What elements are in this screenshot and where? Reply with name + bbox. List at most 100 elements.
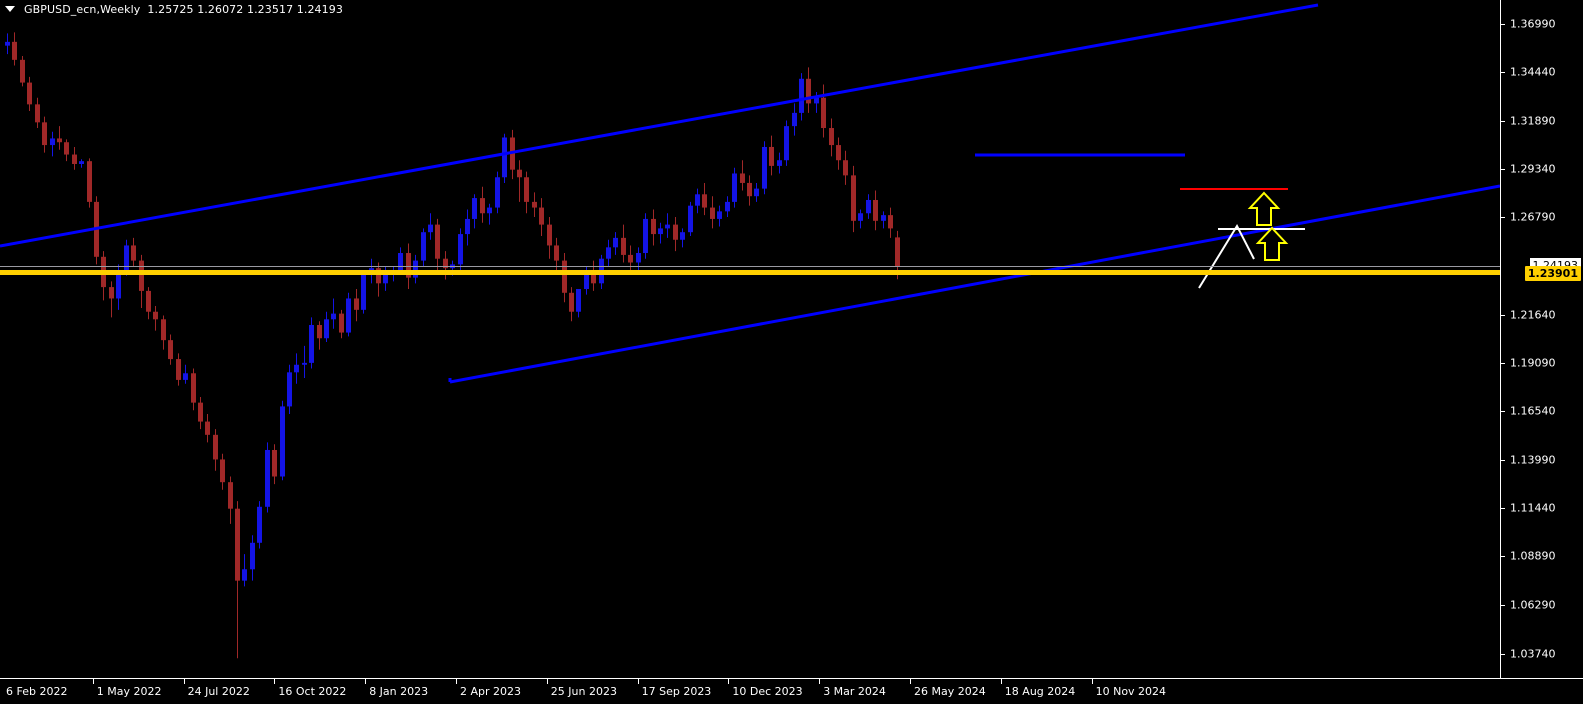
candle-body [250,542,255,570]
candle-body [895,237,900,267]
candle-body [643,218,648,254]
candle-body [702,194,707,208]
price-axis-tick [1501,120,1505,122]
candle-body [50,138,55,146]
symbol-timeframe-label: GBPUSD_ecn,Weekly [24,2,141,16]
time-axis-label: 25 Jun 2023 [550,685,617,698]
price-axis-label: 1.13990 [1510,453,1556,467]
support-price-line [0,270,1500,275]
candle-body [435,224,440,259]
time-axis-label: 6 Feb 2022 [6,685,68,698]
candle-body [265,449,270,507]
time-gridline [365,0,366,678]
candle-body [176,359,181,380]
candle-body [428,224,433,233]
candle-body [131,245,136,261]
candle-body [717,211,722,219]
time-gridline [910,0,911,678]
candle-body [754,188,759,197]
price-axis-label: 1.31890 [1510,114,1556,128]
ohlc-values-label: 1.25725 1.26072 1.23517 1.24193 [147,2,343,16]
time-axis-tick [1000,679,1002,684]
candle-body [161,319,166,341]
triangle-down-icon[interactable] [5,6,15,12]
candle-body [613,237,618,248]
candle-body [302,362,307,365]
price-axis-tick [1501,556,1505,558]
candle-body [621,237,626,255]
candle-body [480,198,485,214]
candle-body [146,290,151,312]
candle-body [220,459,225,483]
time-axis[interactable]: 6 Feb 2022 1 May 2022 24 Jul 2022 16 Oct 20… [0,678,1583,704]
candle-body [72,154,77,165]
candle-body [124,245,129,272]
candle-body [510,137,515,170]
candle-body [695,194,700,206]
price-axis-tick [1501,653,1505,655]
price-axis-label: 1.11440 [1510,501,1556,515]
time-gridline [184,0,185,678]
time-gridline [1001,0,1002,678]
candle-body [792,112,797,127]
candle-body [495,177,500,208]
price-axis-label: 1.34440 [1510,65,1556,79]
price-axis-tick [1501,507,1505,509]
candle-body [569,292,574,312]
time-axis-tick [1091,679,1093,684]
time-gridline [638,0,639,678]
candle-body [213,434,218,460]
time-axis-tick [728,679,730,684]
chart-header: GBPUSD_ecn,Weekly 1.25725 1.26072 1.2351… [0,0,1583,18]
time-axis-label: 1 May 2022 [96,685,162,698]
candle-body [242,569,247,581]
time-axis-label: 10 Nov 2024 [1095,685,1167,698]
candle-body [20,59,25,83]
price-axis-label: 1.29340 [1510,162,1556,176]
candle-body [443,258,448,269]
candle-body [94,201,99,257]
candle-body [732,173,737,202]
candle-body [472,198,477,219]
candle-body [487,207,492,214]
price-axis-tick [1501,363,1505,365]
candle-body [331,313,336,320]
price-axis-tick [1501,72,1505,74]
price-axis-label: 1.16540 [1510,404,1556,418]
time-axis-label: 17 Sep 2023 [641,685,712,698]
candle-body [421,232,426,261]
candle-body [272,449,277,477]
candle-body [836,145,841,161]
time-axis-tick [183,679,185,684]
price-axis-label: 1.06290 [1510,598,1556,612]
candle-body [821,97,826,129]
candle-body [769,146,774,166]
price-axis-tick [1501,605,1505,607]
candle-body [606,247,611,259]
candle-body [354,298,359,310]
time-gridline [547,0,548,678]
candle-body [858,213,863,221]
candle-body [740,173,745,183]
candle-body [228,482,233,509]
candle-body [502,137,507,178]
price-axis-tick [1501,168,1505,170]
candle-body [324,319,329,339]
candle-body [35,104,40,123]
candle-body [465,218,470,235]
time-gridline [728,0,729,678]
candle-body [280,406,285,477]
time-axis-label: 24 Jul 2022 [187,685,250,698]
candle-body [651,218,656,235]
price-axis[interactable]: 1.36990 1.34440 1.31890 1.29340 1.26790 1.216… [1500,0,1583,678]
price-axis-label: 1.26790 [1510,210,1556,224]
candle-body [406,253,411,278]
candle-body [42,122,47,146]
chart-plot-area[interactable] [0,0,1500,678]
candle-body [309,324,314,363]
candle-body [5,41,10,46]
price-axis-label: 1.21640 [1510,308,1556,322]
candle-body [688,205,693,233]
time-axis-tick [819,679,821,684]
